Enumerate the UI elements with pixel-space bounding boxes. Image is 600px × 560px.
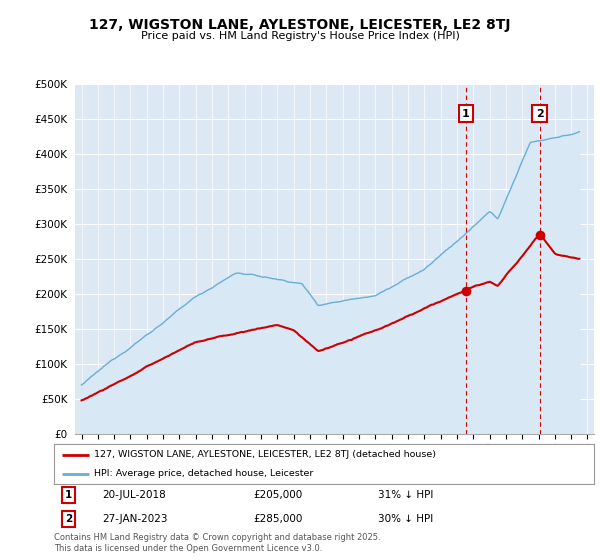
- Text: 1: 1: [462, 109, 470, 119]
- Text: 2: 2: [536, 109, 544, 119]
- Text: 127, WIGSTON LANE, AYLESTONE, LEICESTER, LE2 8TJ (detached house): 127, WIGSTON LANE, AYLESTONE, LEICESTER,…: [95, 450, 437, 459]
- Text: HPI: Average price, detached house, Leicester: HPI: Average price, detached house, Leic…: [95, 469, 314, 478]
- Text: 20-JUL-2018: 20-JUL-2018: [103, 489, 166, 500]
- Text: 27-JAN-2023: 27-JAN-2023: [103, 514, 168, 524]
- Text: 2: 2: [65, 514, 72, 524]
- Text: £205,000: £205,000: [254, 489, 303, 500]
- Text: 127, WIGSTON LANE, AYLESTONE, LEICESTER, LE2 8TJ: 127, WIGSTON LANE, AYLESTONE, LEICESTER,…: [89, 18, 511, 32]
- Text: 31% ↓ HPI: 31% ↓ HPI: [378, 489, 433, 500]
- Text: 1: 1: [65, 489, 72, 500]
- Text: Price paid vs. HM Land Registry's House Price Index (HPI): Price paid vs. HM Land Registry's House …: [140, 31, 460, 41]
- Text: £285,000: £285,000: [254, 514, 303, 524]
- Text: Contains HM Land Registry data © Crown copyright and database right 2025.
This d: Contains HM Land Registry data © Crown c…: [54, 533, 380, 553]
- Text: 30% ↓ HPI: 30% ↓ HPI: [378, 514, 433, 524]
